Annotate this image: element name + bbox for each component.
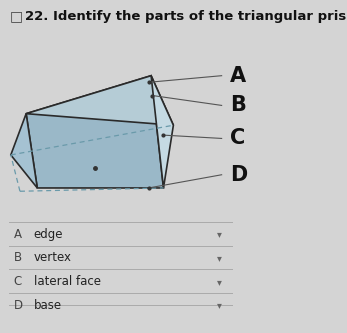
Text: D: D: [230, 165, 247, 185]
Polygon shape: [26, 76, 174, 125]
Text: vertex: vertex: [34, 251, 71, 264]
Text: edge: edge: [34, 228, 63, 241]
Text: B: B: [14, 251, 22, 264]
Text: ▾: ▾: [217, 300, 222, 311]
Text: □: □: [10, 10, 23, 24]
Text: lateral face: lateral face: [34, 275, 101, 288]
Text: base: base: [34, 299, 62, 312]
Polygon shape: [11, 114, 37, 188]
Polygon shape: [26, 76, 163, 188]
Text: A: A: [230, 66, 246, 86]
Text: C: C: [14, 275, 22, 288]
Polygon shape: [151, 76, 174, 188]
Text: ▾: ▾: [217, 277, 222, 287]
Text: D: D: [14, 299, 23, 312]
Text: A: A: [14, 228, 22, 241]
Text: ▾: ▾: [217, 253, 222, 263]
Text: C: C: [230, 129, 246, 149]
Text: B: B: [230, 96, 246, 116]
Text: ▾: ▾: [217, 229, 222, 239]
Text: 22. Identify the parts of the triangular prism.: 22. Identify the parts of the triangular…: [25, 10, 347, 23]
